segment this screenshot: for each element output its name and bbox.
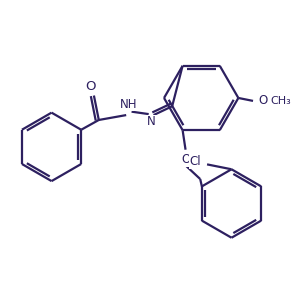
Text: NH: NH — [120, 98, 138, 111]
Text: O: O — [86, 80, 96, 93]
Text: O: O — [181, 153, 190, 166]
Text: CH₃: CH₃ — [270, 96, 291, 106]
Text: Cl: Cl — [190, 155, 201, 168]
Text: O: O — [258, 94, 267, 107]
Text: N: N — [147, 115, 156, 128]
